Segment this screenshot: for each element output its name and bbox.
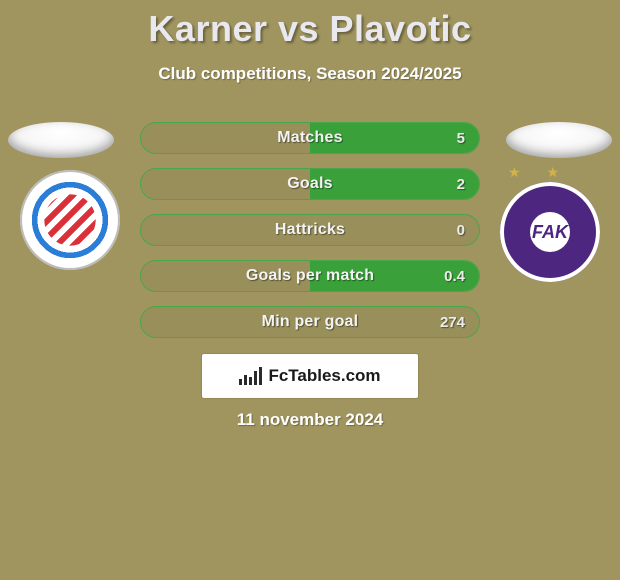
page-title: Karner vs Plavotic [0, 0, 620, 50]
player-photo-right [506, 122, 612, 158]
stat-row-hattricks: Hattricks 0 [140, 214, 480, 246]
club-logo-left [20, 170, 120, 270]
stat-label: Min per goal [141, 307, 479, 337]
page-subtitle: Club competitions, Season 2024/2025 [0, 64, 620, 84]
stat-label: Matches [141, 123, 479, 153]
stat-value-right: 274 [440, 307, 465, 337]
date-text: 11 november 2024 [0, 410, 620, 430]
club-logo-right [500, 182, 600, 282]
stat-row-min-per-goal: Min per goal 274 [140, 306, 480, 338]
club-stars-right: ★★ [508, 164, 578, 181]
stat-rows: Matches 5 Goals 2 Hattricks 0 Goals per … [140, 122, 480, 352]
stat-row-goals: Goals 2 [140, 168, 480, 200]
stat-value-right: 2 [457, 169, 465, 199]
player-photo-left [8, 122, 114, 158]
stat-label: Hattricks [141, 215, 479, 245]
stat-row-goals-per-match: Goals per match 0.4 [140, 260, 480, 292]
branding-text: FcTables.com [268, 366, 380, 386]
stat-value-right: 0.4 [444, 261, 465, 291]
stat-row-matches: Matches 5 [140, 122, 480, 154]
branding-badge: FcTables.com [202, 354, 418, 398]
infographic-root: Karner vs Plavotic Club competitions, Se… [0, 0, 620, 580]
stat-label: Goals [141, 169, 479, 199]
chart-icon [239, 367, 262, 385]
stat-value-right: 0 [457, 215, 465, 245]
stat-label: Goals per match [141, 261, 479, 291]
stat-value-right: 5 [457, 123, 465, 153]
